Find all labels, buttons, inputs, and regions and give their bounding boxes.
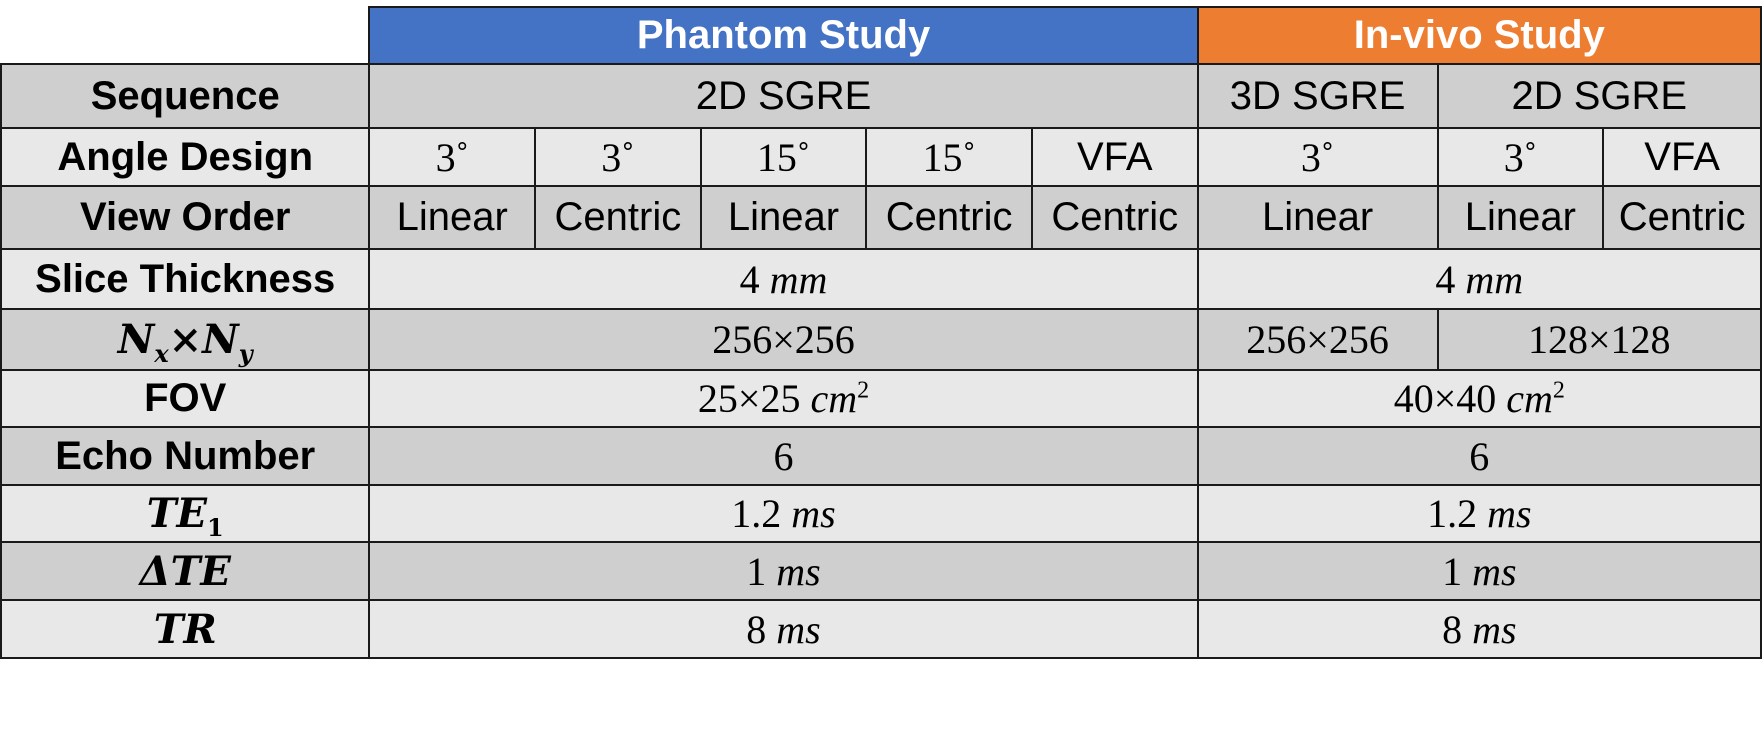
table-row: TE1 1.2 ms 1.2 ms	[0, 484, 1763, 543]
unit: cm	[1506, 376, 1553, 421]
label-x-sub: x	[154, 339, 169, 368]
unit: cm	[810, 376, 858, 421]
cell-invivo-sequence-2d: 2D SGRE	[1436, 63, 1763, 129]
table-row: ΔTE 1 ms 1 ms	[0, 541, 1763, 601]
label-n: N	[117, 316, 155, 363]
corner-cell	[1, 7, 371, 65]
cell-invivo-fov: 40×40 cm2	[1196, 369, 1763, 428]
cell-invivo-delta-te: 1 ms	[1196, 541, 1763, 601]
cell-view-order: Linear	[699, 185, 868, 250]
value: 4	[739, 256, 760, 302]
cell-angle-design: 3˚	[1436, 127, 1605, 187]
cell-view-order: Centric	[1602, 185, 1762, 250]
unit: ms	[791, 491, 836, 536]
label-n: N	[202, 316, 239, 363]
value: 1	[746, 548, 767, 594]
cell-angle-design: 15˚	[865, 127, 1033, 187]
invivo-study-header: In-vivo Study	[1196, 6, 1763, 65]
cell-angle-design: VFA	[1030, 127, 1199, 187]
unit: ms	[1472, 548, 1517, 594]
value: 8	[1442, 606, 1463, 652]
cell-view-order: Linear	[1436, 185, 1605, 250]
row-label-echo-number: Echo Number	[0, 426, 371, 486]
cell-view-order: Centric	[534, 185, 702, 250]
exponent: 2	[857, 377, 870, 404]
cell-phantom-te1: 1.2 ms	[368, 484, 1199, 543]
row-label-sequence: Sequence	[0, 63, 371, 129]
exponent: 2	[1552, 377, 1565, 404]
unit: ms	[776, 548, 821, 594]
cell-invivo-sequence-3d: 3D SGRE	[1196, 63, 1439, 129]
cell-view-order: Centric	[865, 185, 1033, 250]
value: 1.2	[731, 491, 782, 536]
table-row: Slice Thickness 4 mm 4 mm	[0, 248, 1763, 310]
cell-phantom-fov: 25×25 cm2	[368, 369, 1199, 428]
table-row: TR 8 ms 8 ms	[0, 599, 1763, 659]
cell-view-order: Centric	[1030, 185, 1199, 250]
value: 4	[1435, 256, 1456, 302]
row-label-delta-te: ΔTE	[0, 541, 371, 601]
unit: ms	[1487, 491, 1532, 536]
unit: ms	[776, 606, 821, 652]
label-times: ×	[168, 316, 203, 363]
value: 25×25	[697, 376, 801, 421]
label-te-sub: 1	[207, 513, 224, 542]
cell-invivo-matrix-3d: 256×256	[1196, 308, 1439, 371]
cell-angle-design: VFA	[1602, 127, 1762, 187]
value: 1.2	[1427, 491, 1478, 536]
cell-phantom-tr: 8 ms	[368, 599, 1199, 659]
table-row: Echo Number 6 6	[0, 426, 1763, 486]
header-row: Phantom Study In-vivo Study	[1, 6, 1763, 65]
unit: mm	[1465, 256, 1524, 302]
cell-invivo-te1: 1.2 ms	[1196, 484, 1763, 543]
cell-invivo-echo-number: 6	[1196, 426, 1763, 486]
cell-angle-design: 3˚	[368, 127, 537, 187]
cell-invivo-tr: 8 ms	[1196, 599, 1763, 659]
table-row: Sequence 2D SGRE 3D SGRE 2D SGRE	[0, 63, 1763, 129]
cell-invivo-matrix-2d: 128×128	[1436, 308, 1763, 371]
row-label-view-order: View Order	[0, 185, 371, 250]
row-label-fov: FOV	[0, 369, 371, 428]
cell-view-order: Linear	[368, 185, 537, 250]
row-label-tr: TR	[0, 599, 371, 659]
cell-phantom-sequence: 2D SGRE	[368, 63, 1199, 129]
phantom-study-header: Phantom Study	[368, 6, 1199, 65]
table-row: View Order Linear Centric Linear Centric…	[0, 185, 1762, 250]
cell-angle-design: 3˚	[534, 127, 702, 187]
cell-view-order: Linear	[1196, 185, 1439, 250]
unit: ms	[1472, 606, 1517, 652]
value: 8	[746, 606, 767, 652]
table-row: FOV 25×25 cm2 40×40 cm2	[0, 369, 1763, 428]
row-label-angle-design: Angle Design	[0, 127, 371, 187]
label-y-sub: y	[238, 339, 253, 368]
cell-phantom-delta-te: 1 ms	[368, 541, 1199, 601]
row-label-matrix-size: Nx×Ny	[0, 308, 371, 371]
row-label-te1: TE1	[0, 484, 371, 543]
table-row: Nx×Ny 256×256 256×256 128×128	[0, 308, 1763, 371]
value: 1	[1442, 548, 1463, 594]
table-row: Angle Design 3˚ 3˚ 15˚ 15˚ VFA 3˚ 3˚ VFA	[0, 127, 1762, 187]
unit: mm	[769, 256, 828, 302]
row-label-slice-thickness: Slice Thickness	[0, 248, 371, 310]
value: 40×40	[1393, 376, 1497, 421]
acquisition-parameters-table: Phantom Study In-vivo Study Sequence 2D …	[0, 6, 1763, 659]
cell-phantom-echo-number: 6	[368, 426, 1199, 486]
cell-invivo-slice-thickness: 4 mm	[1196, 248, 1763, 310]
cell-angle-design: 15˚	[699, 127, 868, 187]
cell-angle-design: 3˚	[1196, 127, 1439, 187]
label-te: TE	[146, 490, 207, 537]
cell-phantom-slice-thickness: 4 mm	[368, 248, 1199, 310]
cell-phantom-matrix: 256×256	[368, 308, 1199, 371]
